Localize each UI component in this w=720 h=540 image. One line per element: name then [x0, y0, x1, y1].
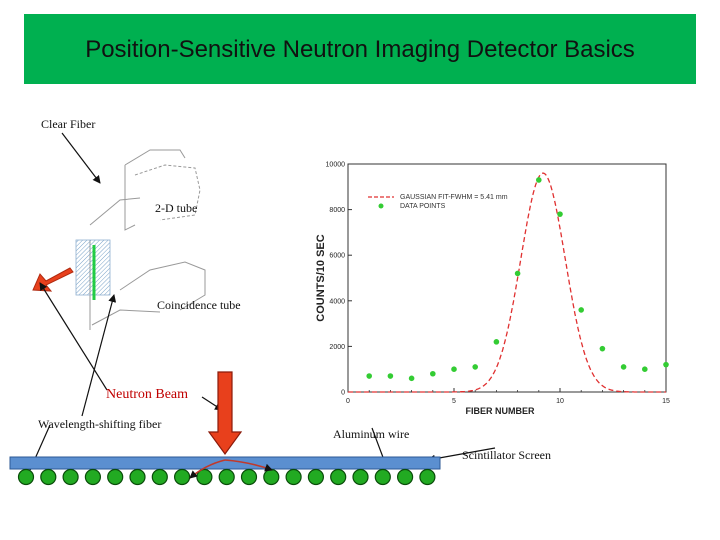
y-tick-label: 4000	[329, 298, 345, 305]
plot-frame	[347, 163, 667, 393]
data-point	[366, 373, 373, 379]
x-axis-label: FIBER NUMBER	[466, 406, 535, 416]
data-point	[514, 270, 521, 277]
clear-fiber-label: Clear Fiber	[41, 117, 96, 131]
upper-tube-neck	[89, 197, 141, 226]
upper-tube-side	[124, 165, 136, 231]
fiber-response-chart: 0 2000 4000 6000 8000 10000 0 5 10 15 FIBER NUMBER…	[315, 162, 670, 417]
data-point	[408, 375, 415, 382]
y-tick-label: 2000	[329, 344, 345, 351]
fiber-circle	[84, 468, 102, 486]
y-tick-label: 6000	[329, 253, 345, 260]
data-point	[536, 177, 542, 183]
x-tick-label: 10	[556, 398, 564, 405]
x-tick-label: 0	[346, 398, 350, 405]
page-title: Position-Sensitive Neutron Imaging Detec…	[85, 36, 635, 63]
fiber-circle	[107, 468, 124, 486]
fiber-circle	[17, 468, 35, 486]
coincidence-tube-label: Coincidence tube	[157, 298, 241, 312]
wavelength-fiber-label: Wavelength-shifting fiber	[38, 417, 162, 431]
fiber-circle	[129, 468, 146, 486]
neutron-arrow-small	[32, 267, 74, 292]
y-tick-label: 0	[341, 390, 345, 397]
fiber-circle	[218, 468, 235, 486]
lower-tube-body	[119, 261, 206, 311]
legend-points-swatch	[378, 203, 384, 209]
lower-tube-base	[91, 309, 161, 326]
legend-points-label: DATA POINTS	[400, 203, 446, 210]
neutron-beam-pointer	[39, 282, 108, 391]
fiber-circle	[419, 468, 436, 486]
fiber-circle	[374, 468, 391, 486]
title-bar: Position-Sensitive Neutron Imaging Detec…	[24, 14, 696, 84]
data-point	[493, 339, 500, 345]
fiber-circle	[330, 468, 347, 486]
data-point	[578, 307, 584, 313]
y-tick-label: 10000	[326, 162, 346, 169]
data-point	[642, 366, 648, 373]
data-point	[599, 345, 606, 352]
legend-fit-label: GAUSSIAN FIT-FWHM = 5.41 mm	[400, 194, 508, 201]
scintillator-label: Scintillator Screen	[462, 448, 551, 462]
fiber-row	[17, 468, 436, 486]
fiber-circle	[151, 468, 168, 486]
data-point	[557, 211, 563, 217]
data-point	[387, 373, 394, 379]
fiber-circle	[263, 468, 280, 486]
fiber-circle	[240, 468, 258, 486]
aluminum-wire-label: Aluminum wire	[333, 427, 410, 441]
fiber-circle	[352, 468, 369, 486]
x-tick-label: 5	[452, 398, 456, 405]
neutron-beam-label: Neutron Beam	[106, 387, 189, 402]
data-point	[451, 366, 457, 373]
data-point	[663, 361, 669, 368]
neutron-beam-arrow	[207, 371, 243, 456]
upper-tube-body	[134, 164, 201, 221]
data-point	[620, 364, 627, 370]
y-tick-label: 8000	[329, 207, 345, 214]
fiber-circle	[307, 468, 324, 486]
fiber-circle	[62, 468, 79, 486]
tube-2d-label: 2-D tube	[155, 201, 198, 215]
fiber-circle	[397, 468, 414, 486]
data-point	[430, 370, 436, 377]
scintillator-screen	[9, 456, 441, 470]
upper-tube-top	[124, 149, 186, 166]
light-track-left	[189, 459, 226, 479]
data-point	[472, 364, 479, 370]
fiber-circle	[174, 468, 191, 486]
clear-fiber-pointer	[61, 132, 101, 184]
x-tick-label: 15	[662, 398, 670, 405]
y-axis-label: COUNTS/10 SEC	[315, 234, 327, 321]
fiber-circle	[40, 468, 57, 486]
fiber-circle	[285, 468, 302, 486]
fiber-pointer-upper	[81, 294, 117, 417]
gaussian-fit-line	[348, 172, 666, 393]
light-track-right	[224, 459, 273, 472]
